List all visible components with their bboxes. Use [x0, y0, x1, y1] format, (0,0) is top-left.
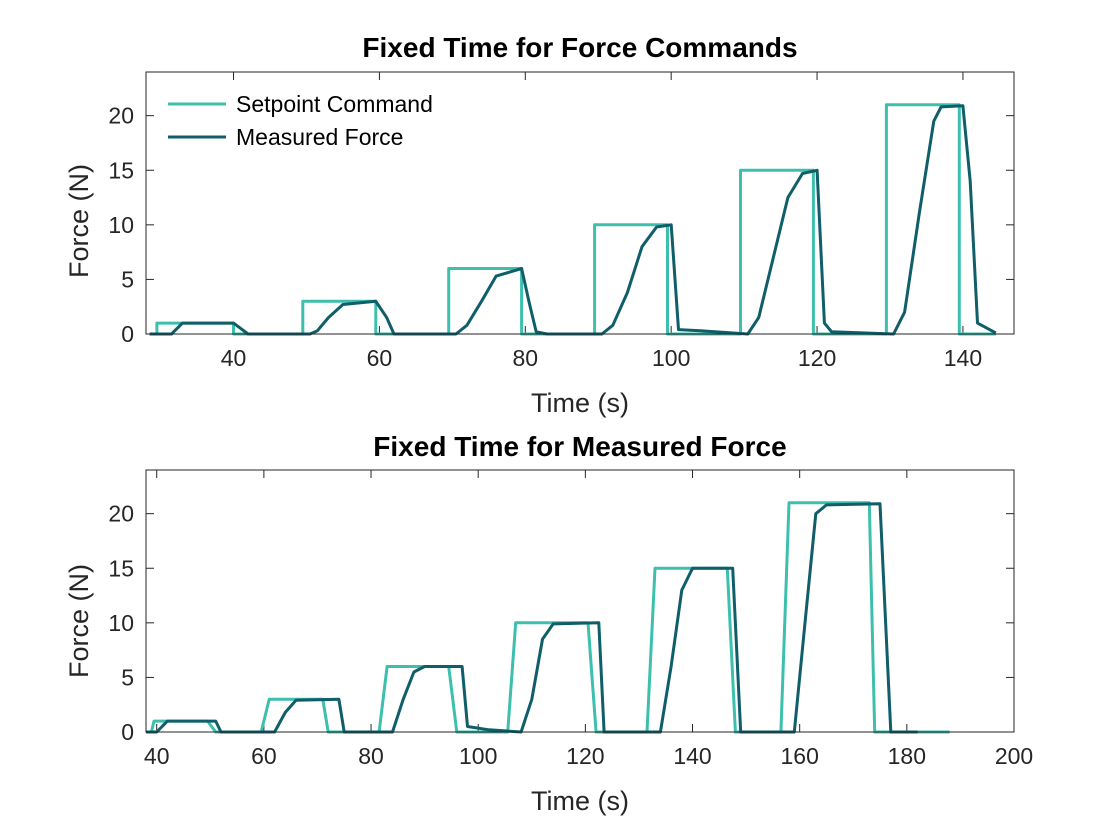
bottom-x-tick-label: 200 — [995, 743, 1033, 769]
legend: Setpoint Command Measured Force — [168, 91, 433, 150]
top-y-tick-label: 15 — [108, 157, 134, 183]
bottom-series-measured-force-line — [146, 502, 918, 734]
bottom-x-tick-label: 60 — [251, 743, 277, 769]
top-subplot: Fixed Time for Force Commands Time (s) F… — [64, 32, 1015, 418]
top-ticks: 40 60 80 100 120 140 0 5 10 15 20 — [108, 72, 1014, 371]
bottom-x-tick-label: 140 — [673, 743, 711, 769]
legend-setpoint-label: Setpoint Command — [236, 91, 433, 117]
bottom-ticks: 40 60 80 100 120 140 160 180 200 0 5 10 15 20 — [108, 470, 1033, 769]
top-y-tick-label: 5 — [121, 266, 134, 292]
top-y-tick-label: 0 — [121, 321, 134, 347]
bottom-subplot: Fixed Time for Measured Force Time (s) F… — [64, 431, 1033, 816]
bottom-y-axis-label: Force (N) — [64, 564, 94, 678]
top-series-measured-force-line — [149, 104, 997, 336]
legend-measured-label: Measured Force — [236, 124, 403, 150]
top-axes-frame — [145, 71, 1015, 335]
bottom-x-tick-label: 160 — [780, 743, 818, 769]
top-x-tick-label: 60 — [367, 345, 393, 371]
top-x-tick-label: 80 — [512, 345, 538, 371]
top-x-tick-label: 140 — [944, 345, 982, 371]
top-y-axis-label: Force (N) — [64, 164, 94, 278]
top-chart-title: Fixed Time for Force Commands — [362, 32, 797, 63]
bottom-x-tick-label: 120 — [566, 743, 604, 769]
top-x-tick-label: 40 — [221, 345, 247, 371]
bottom-y-tick-label: 0 — [121, 719, 134, 745]
top-y-tick-label: 10 — [108, 212, 134, 238]
bottom-axes-frame — [145, 469, 1015, 733]
top-y-tick-label: 20 — [108, 103, 134, 129]
bottom-y-tick-label: 20 — [108, 501, 134, 527]
top-x-tick-label: 100 — [652, 345, 690, 371]
bottom-x-axis-label: Time (s) — [531, 786, 629, 816]
bottom-y-tick-label: 5 — [121, 664, 134, 690]
bottom-chart-title: Fixed Time for Measured Force — [373, 431, 786, 462]
bottom-x-tick-label: 80 — [358, 743, 384, 769]
top-x-axis-label: Time (s) — [531, 388, 629, 418]
bottom-y-tick-label: 15 — [108, 555, 134, 581]
top-x-tick-label: 120 — [798, 345, 836, 371]
bottom-x-tick-label: 180 — [888, 743, 926, 769]
bottom-y-tick-label: 10 — [108, 610, 134, 636]
bottom-x-tick-label: 100 — [459, 743, 497, 769]
bottom-x-tick-label: 40 — [144, 743, 170, 769]
